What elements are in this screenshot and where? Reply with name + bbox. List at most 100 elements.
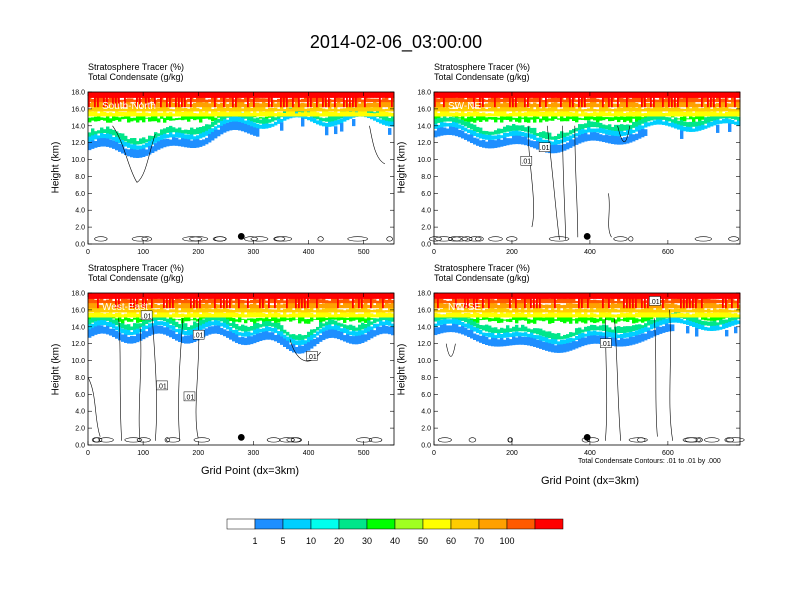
tracer-cell	[265, 315, 269, 322]
x-tick-label: 100	[137, 249, 149, 256]
tracer-cell	[464, 293, 466, 309]
tracer-cell	[635, 324, 639, 331]
tracer-cell	[647, 307, 651, 313]
tracer-cell	[551, 92, 555, 98]
tracer-cell	[617, 314, 621, 318]
tracer-cell	[650, 293, 654, 299]
tracer-cell	[139, 114, 143, 121]
tracer-cell	[112, 313, 116, 318]
tracer-cell	[142, 95, 146, 103]
tracer-cell	[599, 311, 603, 318]
tracer-cell	[346, 312, 350, 318]
tracer-cell	[686, 92, 688, 108]
tracer-cell	[440, 97, 444, 103]
tracer-cell	[716, 107, 720, 112]
tracer-cell	[698, 108, 702, 112]
tracer-cell	[734, 109, 738, 117]
tracer-cell	[494, 317, 498, 322]
condensate-contour	[369, 125, 385, 165]
tracer-cell	[479, 115, 483, 122]
tracer-cell	[719, 308, 723, 313]
tracer-cell	[307, 108, 311, 112]
tracer-cell	[250, 115, 254, 122]
tracer-cell	[587, 98, 591, 103]
tracer-cell	[650, 306, 654, 313]
condensate-contour	[178, 318, 184, 441]
x-tick-label: 300	[248, 450, 260, 457]
tracer-cell	[509, 318, 513, 323]
tracer-cell	[617, 124, 621, 132]
tracer-cell	[674, 92, 676, 108]
tracer-cell	[656, 308, 660, 313]
tracer-cell	[707, 321, 711, 326]
condensate-contour	[112, 125, 156, 183]
tracer-cell	[683, 293, 685, 309]
tracer-cell	[334, 320, 338, 325]
tracer-cell	[271, 315, 275, 322]
tracer-cell	[391, 121, 395, 127]
tracer-cell	[590, 300, 594, 304]
tracer-cell	[476, 92, 480, 98]
tracer-cell	[322, 327, 326, 332]
tracer-cell	[566, 308, 570, 313]
tracer-cell	[91, 117, 95, 121]
tracer-cell	[512, 332, 516, 337]
condensate-contour	[468, 236, 482, 242]
tracer-cell	[560, 336, 564, 340]
tracer-cell	[334, 126, 338, 135]
tracer-cell	[286, 111, 290, 117]
tracer-cell	[208, 326, 212, 335]
tracer-cell	[701, 110, 705, 117]
tracer-cell	[172, 318, 176, 321]
tracer-cell	[638, 125, 642, 131]
tracer-cell	[587, 120, 591, 128]
tracer-cell	[250, 293, 254, 299]
tracer-cell	[88, 317, 92, 325]
tracer-cell	[461, 314, 465, 321]
tracer-cell	[325, 122, 329, 127]
tracer-cell	[578, 128, 582, 136]
tracer-cell	[479, 107, 483, 112]
tracer-cell	[581, 332, 585, 338]
tracer-cell	[578, 124, 582, 131]
tracer-cell	[142, 105, 146, 112]
tracer-cell	[307, 308, 311, 313]
panel-title-line-1: Stratosphere Tracer (%)	[434, 62, 531, 72]
tracer-cell	[112, 300, 116, 304]
tracer-cell	[292, 106, 296, 112]
tracer-cell	[241, 324, 245, 332]
tracer-cell	[620, 327, 624, 334]
tracer-cell	[491, 117, 495, 120]
tracer-cell	[452, 311, 456, 318]
tracer-cell	[97, 113, 101, 117]
tracer-cell	[434, 315, 438, 322]
tracer-cell	[121, 92, 125, 98]
tracer-cell	[118, 137, 122, 144]
tracer-cell	[527, 328, 531, 332]
tracer-cell	[527, 92, 529, 108]
tracer-cell	[277, 302, 281, 309]
tracer-cell	[115, 110, 119, 117]
tracer-cell	[283, 293, 287, 299]
tracer-cell	[602, 124, 606, 129]
tracer-cell	[443, 115, 447, 122]
tracer-cell	[391, 323, 395, 327]
tracer-cell	[163, 99, 167, 103]
tracer-cell	[437, 116, 441, 123]
tracer-cell	[199, 306, 203, 313]
tracer-cell	[494, 303, 498, 309]
tracer-cell	[370, 321, 374, 325]
tracer-cell	[130, 138, 134, 144]
tracer-cell	[707, 310, 711, 318]
tracer-cell	[482, 92, 484, 108]
tracer-cell	[112, 113, 116, 117]
tracer-cell	[106, 112, 110, 117]
tracer-cell	[533, 127, 537, 135]
tracer-cell	[617, 339, 621, 347]
tracer-cell	[247, 123, 251, 134]
tracer-cell	[196, 101, 200, 108]
tracer-cell	[292, 309, 296, 313]
tracer-cell	[485, 134, 489, 140]
tracer-cell	[473, 108, 477, 112]
tracer-cell	[461, 293, 465, 299]
